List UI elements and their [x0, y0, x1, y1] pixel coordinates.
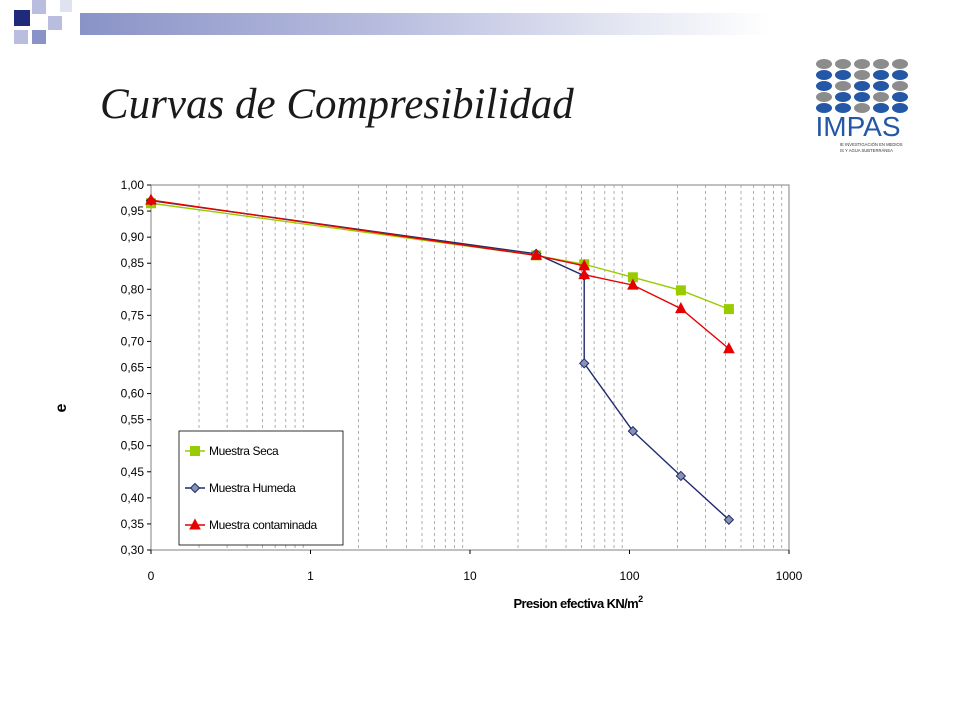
- deco-square-mid: [32, 30, 46, 44]
- data-point-muestra-seca: [723, 304, 734, 315]
- data-point-muestra-contaminada: [530, 248, 543, 260]
- legend-label-muestra-contaminada: Muestra contaminada: [209, 518, 318, 532]
- data-point-muestra-contaminada: [627, 278, 639, 290]
- x-axis-label: Presion efectiva KN/m2: [513, 594, 643, 611]
- legend-box: [178, 430, 344, 546]
- logo-dot: [892, 81, 908, 91]
- title-decoration-bar: [80, 13, 770, 35]
- legend-marker-muestra-contaminada: [189, 518, 201, 530]
- logo-dot: [854, 92, 870, 102]
- logo-dot: [816, 70, 832, 80]
- logo-dot: [816, 103, 832, 113]
- legend-label-muestra-seca: Muestra Seca: [209, 444, 279, 458]
- logo-dot: [835, 81, 851, 91]
- logo-dot: [835, 103, 851, 113]
- slide-title: Curvas de Compresibilidad: [100, 81, 574, 128]
- y-tick-label: 0,65: [121, 361, 145, 375]
- logo-dot: [873, 92, 889, 102]
- logo-dot: [816, 59, 832, 69]
- legend-label-muestra-humeda: Muestra Humeda: [209, 481, 296, 495]
- x-tick-label: 10: [463, 569, 477, 583]
- y-tick-label: 0,85: [121, 256, 145, 270]
- deco-square-light: [48, 16, 62, 30]
- deco-square-dark: [14, 10, 30, 26]
- logo-dot: [873, 81, 889, 91]
- data-point-muestra-contaminada: [675, 302, 687, 314]
- x-tick-label: 0: [148, 569, 155, 583]
- y-tick-label: 0,40: [121, 491, 145, 505]
- deco-square-light: [14, 30, 28, 44]
- logo-dot: [816, 81, 832, 91]
- logo-dot: [873, 59, 889, 69]
- y-tick-label: 0,60: [121, 387, 145, 401]
- y-tick-label: 0,90: [121, 230, 145, 244]
- data-point-muestra-contaminada: [723, 342, 735, 354]
- logo-dot: [854, 103, 870, 113]
- y-tick-label: 0,95: [121, 204, 145, 218]
- logo-dot: [873, 70, 889, 80]
- legend-marker-muestra-humeda: [189, 482, 201, 494]
- x-tick-label: 1: [307, 569, 314, 583]
- logo-dot: [892, 70, 908, 80]
- y-tick-label: 0,50: [121, 439, 145, 453]
- data-point-muestra-humeda: [578, 358, 590, 369]
- logo-dot: [854, 81, 870, 91]
- y-tick-label: 0,80: [121, 282, 145, 296]
- y-tick-label: 0,75: [121, 308, 145, 322]
- y-tick-label: 0,70: [121, 334, 145, 348]
- data-point-muestra-contaminada: [578, 268, 591, 280]
- data-point-muestra-humeda: [723, 514, 735, 525]
- y-tick-label: 0,55: [121, 413, 145, 427]
- data-point-muestra-humeda: [627, 425, 639, 437]
- logo-dot: [892, 59, 908, 69]
- impas-logo: IMPAS IE INVESTIGACIÓN EN MEDIOS IS Y AG…: [815, 59, 908, 153]
- data-point-muestra-seca: [675, 285, 686, 296]
- logo-dot: [854, 59, 870, 69]
- y-tick-label: 0,45: [121, 465, 145, 479]
- x-tick-label: 1000: [776, 569, 803, 583]
- logo-dot: [835, 92, 851, 102]
- logo-dot: [892, 103, 908, 113]
- x-axis-ticks: 0 1 10 100 1000: [148, 550, 803, 583]
- logo-dot: [835, 59, 851, 69]
- logo-dot: [873, 103, 889, 113]
- data-point-muestra-humeda: [675, 470, 687, 482]
- y-tick-label: 1,00: [121, 178, 145, 192]
- chart-legend: Muestra Seca Muestra Humeda Muestra contam…: [178, 430, 344, 546]
- deco-square-light: [32, 0, 46, 14]
- logo-dot: [854, 70, 870, 80]
- logo-dot: [835, 70, 851, 80]
- y-tick-label: 0,30: [121, 543, 145, 557]
- logo-subtext-1: IE INVESTIGACIÓN EN MEDIOS: [840, 142, 903, 147]
- logo-text: IMPAS: [815, 111, 900, 142]
- logo-dot: [816, 92, 832, 102]
- legend-marker-muestra-seca: [190, 446, 200, 456]
- x-tick-label: 100: [619, 569, 639, 583]
- deco-square-light: [60, 0, 72, 12]
- logo-dot: [892, 92, 908, 102]
- y-axis-ticks: 1,00 0,95 0,90 0,85 0,80 0,75 0,70 0,65 0,60 0,55…: [121, 178, 151, 557]
- logo-subtext-2: IS Y AGUA SUBTERRÁNEA: [840, 148, 893, 153]
- data-point-muestra-contaminada: [145, 193, 157, 205]
- y-tick-label: 0,35: [121, 517, 145, 531]
- series-group: [145, 193, 735, 525]
- y-axis-label: e: [53, 403, 70, 412]
